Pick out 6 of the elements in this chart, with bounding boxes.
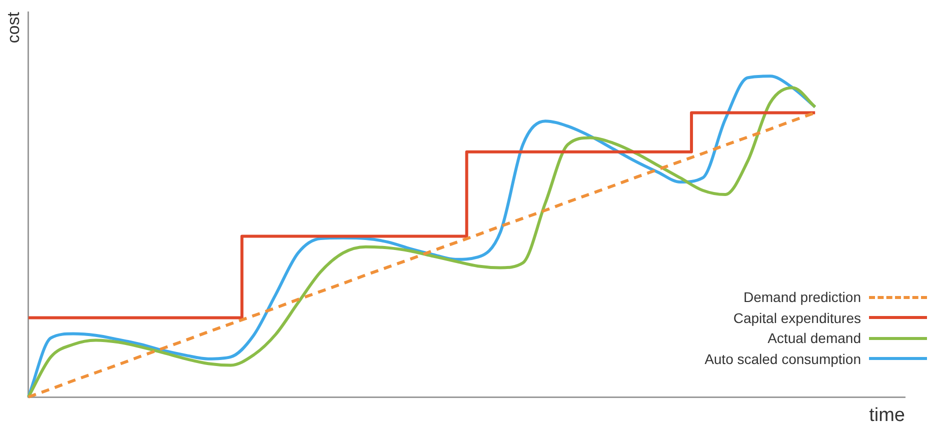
legend-label: Demand prediction bbox=[743, 289, 861, 306]
y-axis-title: cost bbox=[4, 12, 23, 44]
x-axis-title: time bbox=[869, 404, 905, 426]
legend-label: Auto scaled consumption bbox=[704, 350, 861, 367]
legend-label: Actual demand bbox=[768, 330, 861, 346]
legend-label: Capital expenditures bbox=[733, 310, 861, 326]
